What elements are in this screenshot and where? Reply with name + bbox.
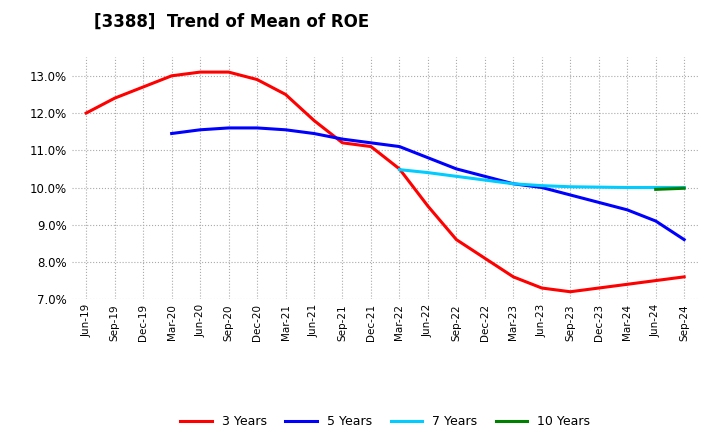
Text: [3388]  Trend of Mean of ROE: [3388] Trend of Mean of ROE bbox=[94, 13, 369, 31]
Legend: 3 Years, 5 Years, 7 Years, 10 Years: 3 Years, 5 Years, 7 Years, 10 Years bbox=[176, 411, 595, 433]
